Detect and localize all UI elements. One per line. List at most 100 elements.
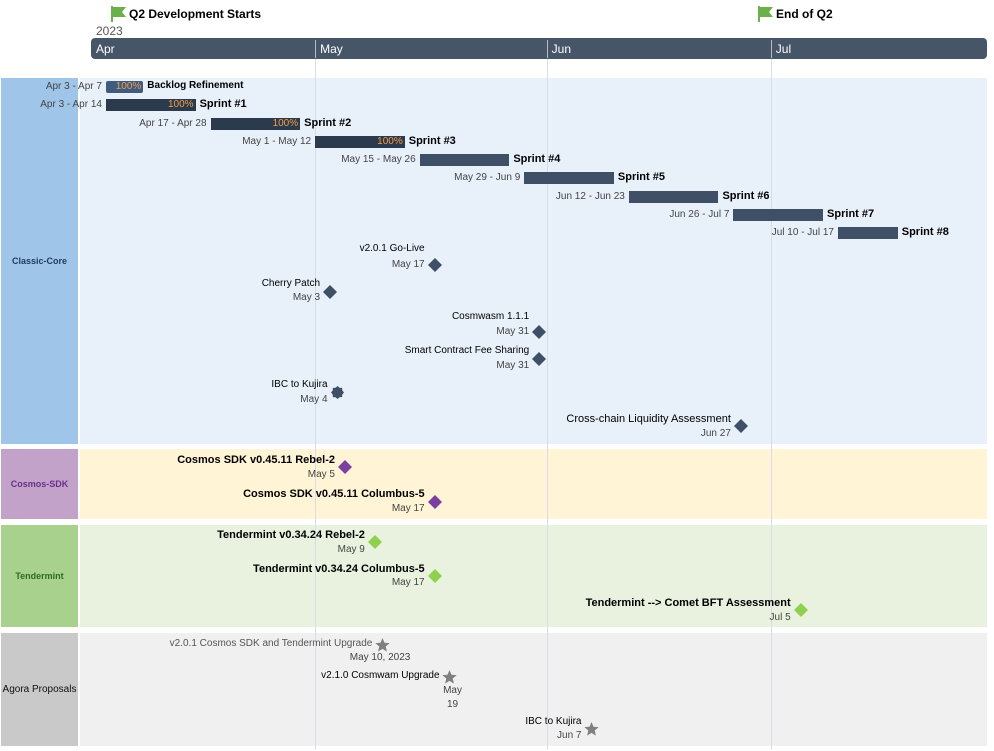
year-label: 2023 xyxy=(96,24,123,38)
milestone-diamond-icon-shape xyxy=(427,495,442,509)
milestone-diamond-icon xyxy=(427,569,442,583)
milestone-name: Cherry Patch xyxy=(261,278,321,289)
milestone-date: May 9 xyxy=(337,544,365,555)
progress-label: 100% xyxy=(115,81,142,92)
task-date-range: Apr 3 - Apr 7 xyxy=(45,81,102,92)
milestone-diamond-icon xyxy=(427,258,442,272)
task-date-range: Apr 17 - Apr 28 xyxy=(139,118,207,129)
milestone-diamond-icon-shape xyxy=(532,325,547,339)
milestone-date: May 31 xyxy=(496,326,530,337)
month-gridline xyxy=(315,59,317,749)
milestone-diamond-icon-shape xyxy=(733,419,748,433)
month-header-bar xyxy=(91,38,987,59)
task-bar xyxy=(838,227,898,239)
milestone-name: Cosmos SDK v0.45.11 Rebel-2 xyxy=(177,454,335,466)
task-bar: 100% xyxy=(105,99,196,111)
milestone-date: Jun 27 xyxy=(700,428,731,439)
lane-background xyxy=(80,633,987,746)
task-name: Backlog Refinement xyxy=(147,80,244,91)
milestone-diamond-icon-shape xyxy=(427,258,442,272)
month-separator xyxy=(770,40,772,58)
milestone-star-icon-shape xyxy=(442,669,457,684)
milestone-diamond-icon-shape xyxy=(427,569,442,583)
progress-label: 100% xyxy=(272,118,299,129)
task-name: Sprint #6 xyxy=(722,190,770,202)
milestone-diamond-icon-shape xyxy=(337,460,352,474)
milestone-name: Smart Contract Fee Sharing xyxy=(404,345,530,356)
milestone-date: Jul 5 xyxy=(769,612,791,623)
flag-label: End of Q2 xyxy=(776,7,833,21)
milestone-diamond-icon xyxy=(367,535,382,549)
milestone-name: IBC to Kujira xyxy=(271,379,328,390)
lane-label: Cosmos-SDK xyxy=(1,449,78,519)
flag-label: Q2 Development Starts xyxy=(129,7,262,21)
milestone-date: May 19 xyxy=(443,685,462,710)
milestone-name: v2.0.1 Go-Live xyxy=(359,243,425,254)
month-label: Apr xyxy=(96,42,115,56)
milestone-diamond-icon-shape xyxy=(367,535,382,549)
progress-label: 100% xyxy=(167,99,194,110)
milestone-name: Tendermint v0.34.24 Columbus-5 xyxy=(253,563,425,575)
task-bar: 100% xyxy=(210,118,301,130)
milestone-date: May 17 xyxy=(391,503,425,514)
milestone-date: May 3 xyxy=(292,292,321,303)
task-date-range: Jun 26 - Jul 7 xyxy=(669,209,730,220)
milestone-name: Tendermint v0.34.24 Rebel-2 xyxy=(217,529,365,541)
task-bar: 100% xyxy=(105,81,144,93)
milestone-name: Cosmwasm 1.1.1 xyxy=(451,311,530,322)
milestone-date: May 17 xyxy=(391,577,425,588)
milestone-seal-icon xyxy=(331,385,344,399)
task-name: Sprint #3 xyxy=(408,135,456,147)
task-date-range: Jul 10 - Jul 17 xyxy=(771,227,834,238)
task-bar xyxy=(628,191,719,203)
milestone-diamond-icon xyxy=(532,352,547,366)
milestone-diamond-icon xyxy=(427,495,442,509)
task-bar xyxy=(419,154,510,166)
task-name: Sprint #7 xyxy=(827,208,875,220)
lane-background xyxy=(80,78,987,444)
month-separator xyxy=(315,40,317,58)
milestone-diamond-icon-shape xyxy=(323,285,338,299)
milestone-name: Cross-chain Liquidity Assessment xyxy=(566,413,731,425)
milestone-date: May 31 xyxy=(496,360,530,371)
lane-label: Classic-Core xyxy=(1,78,78,444)
lane-background xyxy=(80,449,987,519)
lane-label: Agora Proposals xyxy=(1,633,78,746)
milestone-diamond-icon xyxy=(337,460,352,474)
milestone-star-icon-shape xyxy=(375,637,390,652)
lane-label: Tendermint xyxy=(1,525,78,627)
month-separator xyxy=(546,40,548,58)
milestone-star-icon xyxy=(442,669,457,684)
progress-label: 100% xyxy=(377,136,403,147)
milestone-diamond-icon xyxy=(532,325,547,339)
month-label: May xyxy=(320,42,343,56)
milestone-name: v2.0.1 Cosmos SDK and Tendermint Upgrade xyxy=(169,638,373,649)
task-date-range: May 29 - Jun 9 xyxy=(454,172,521,183)
milestone-diamond-icon-shape xyxy=(532,352,547,366)
milestone-star-icon xyxy=(584,721,599,736)
milestone-name: Tendermint --> Comet BFT Assessment xyxy=(585,597,791,609)
milestone-seal-icon-shape xyxy=(331,385,344,399)
task-date-range: Apr 3 - Apr 14 xyxy=(40,99,102,110)
month-label: Jul xyxy=(775,42,792,56)
task-date-range: May 1 - May 12 xyxy=(242,136,312,147)
milestone-date: May 10, 2023 xyxy=(349,652,411,663)
milestone-date: Jun 7 xyxy=(557,730,582,741)
milestone-name: v2.1.0 Cosmwam Upgrade xyxy=(321,670,440,681)
task-date-range: Jun 12 - Jun 23 xyxy=(555,191,625,202)
task-bar: 100% xyxy=(315,136,405,148)
milestone-star-icon-shape xyxy=(584,721,599,736)
milestone-diamond-icon-shape xyxy=(793,603,808,617)
milestone-diamond-icon xyxy=(733,419,748,433)
flag-icon xyxy=(111,6,126,22)
month-gridline xyxy=(546,59,548,749)
task-bar xyxy=(733,209,824,221)
month-label: Jun xyxy=(551,42,572,56)
milestone-name: IBC to Kujira xyxy=(525,716,582,727)
milestone-date: May 17 xyxy=(391,259,425,270)
milestone-diamond-icon xyxy=(793,603,808,617)
milestone-star-icon xyxy=(375,637,390,652)
task-name: Sprint #4 xyxy=(513,153,561,165)
milestone-diamond-icon xyxy=(323,285,338,299)
task-bar xyxy=(524,172,614,184)
